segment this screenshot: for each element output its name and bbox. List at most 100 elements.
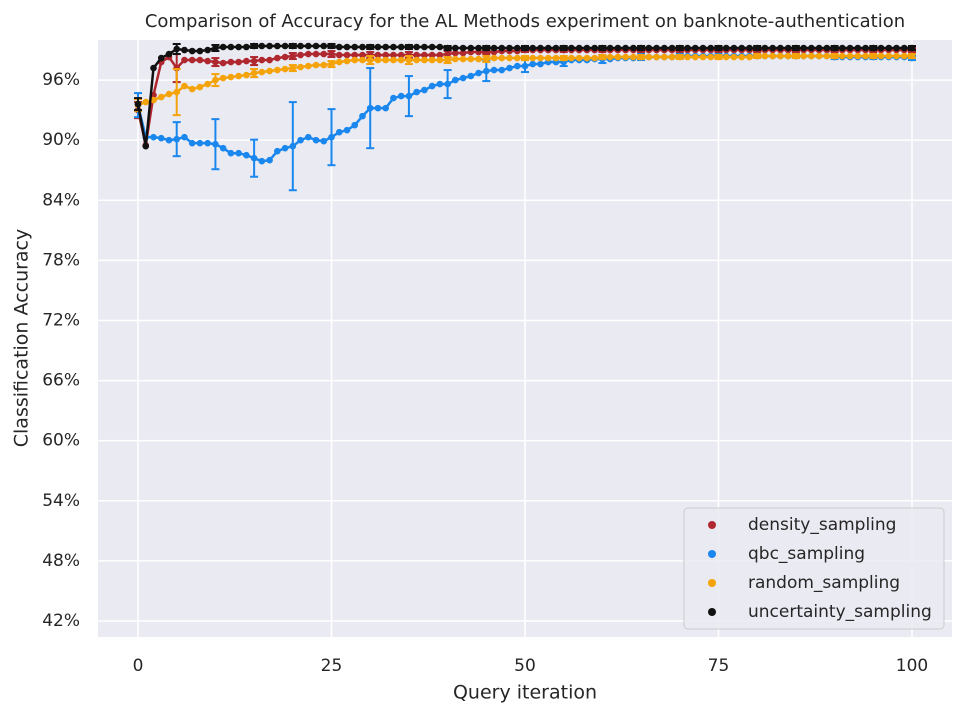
legend-box xyxy=(683,507,945,630)
data-point xyxy=(289,52,297,60)
data-point xyxy=(304,133,312,141)
data-point xyxy=(885,44,893,52)
data-point xyxy=(506,44,513,52)
y-axis-label: Classification Accuracy xyxy=(11,229,33,448)
data-point xyxy=(444,44,451,52)
data-point xyxy=(490,44,498,52)
data-point xyxy=(862,44,869,52)
x-tick-label: 100 xyxy=(896,656,928,676)
data-point xyxy=(436,80,444,88)
data-point xyxy=(212,140,219,148)
data-point xyxy=(467,44,475,52)
data-point xyxy=(428,82,436,90)
data-point xyxy=(707,44,715,52)
data-point xyxy=(761,44,769,52)
y-tick-label: 54% xyxy=(42,491,80,511)
data-point xyxy=(212,58,219,66)
data-point xyxy=(668,53,676,61)
data-point xyxy=(568,54,575,62)
data-point xyxy=(753,52,761,60)
data-point xyxy=(676,53,684,61)
data-point xyxy=(157,93,165,101)
data-point xyxy=(235,72,242,80)
data-point xyxy=(630,44,637,52)
data-point xyxy=(498,66,506,74)
data-point xyxy=(142,142,150,150)
data-point xyxy=(142,98,150,106)
data-point xyxy=(274,42,281,50)
data-point xyxy=(266,156,273,164)
data-point xyxy=(908,52,916,60)
data-point xyxy=(452,44,459,52)
data-point xyxy=(784,44,792,52)
data-point xyxy=(343,126,351,134)
data-point xyxy=(444,80,451,88)
data-point xyxy=(150,64,157,72)
y-tick-label: 60% xyxy=(42,431,80,451)
legend-marker xyxy=(708,579,716,587)
data-point xyxy=(537,54,544,62)
legend-label: qbc_sampling xyxy=(748,544,865,564)
data-point xyxy=(328,133,335,141)
data-point xyxy=(243,71,250,79)
data-point xyxy=(661,44,668,52)
data-point xyxy=(428,51,436,59)
data-point xyxy=(738,44,746,52)
data-point xyxy=(274,147,281,155)
data-point xyxy=(366,104,374,112)
data-point xyxy=(173,135,181,143)
data-point xyxy=(366,43,374,51)
data-point xyxy=(622,44,629,52)
data-point xyxy=(730,53,738,61)
data-point xyxy=(390,51,397,59)
data-point xyxy=(746,44,753,52)
data-point xyxy=(382,43,389,51)
data-point xyxy=(204,46,211,54)
data-point xyxy=(645,53,653,61)
chart-title: Comparison of Accuracy for the AL Method… xyxy=(145,11,905,32)
data-point xyxy=(328,50,335,58)
data-point xyxy=(854,52,862,60)
data-point xyxy=(862,52,869,60)
data-point xyxy=(839,52,846,60)
data-point xyxy=(320,61,328,69)
data-point xyxy=(475,55,482,63)
data-point xyxy=(157,134,165,142)
data-point xyxy=(436,51,444,59)
data-point xyxy=(289,42,297,50)
data-point xyxy=(808,44,815,52)
data-point xyxy=(753,44,761,52)
data-point xyxy=(227,58,235,66)
y-tick-label: 72% xyxy=(42,310,80,330)
data-point xyxy=(250,42,258,50)
data-point xyxy=(366,56,374,64)
data-point xyxy=(165,90,173,98)
legend-marker xyxy=(708,521,716,529)
data-point xyxy=(382,56,389,64)
data-point xyxy=(219,43,227,51)
data-point xyxy=(707,53,715,61)
legend-marker xyxy=(708,550,716,558)
data-point xyxy=(421,86,428,94)
data-point xyxy=(382,51,389,59)
data-point xyxy=(537,60,544,68)
data-point xyxy=(900,44,908,52)
y-tick-label: 66% xyxy=(42,371,80,391)
data-point xyxy=(521,44,529,52)
data-point xyxy=(606,44,614,52)
data-point xyxy=(351,43,359,51)
data-point xyxy=(297,51,304,59)
data-point xyxy=(645,44,653,52)
data-point xyxy=(668,44,676,52)
data-point xyxy=(428,56,436,64)
data-point xyxy=(235,58,242,66)
legend-label: uncertainty_sampling xyxy=(748,602,932,622)
data-point xyxy=(498,54,506,62)
data-point xyxy=(266,67,273,75)
data-point xyxy=(165,136,173,144)
data-point xyxy=(374,43,382,51)
data-point xyxy=(490,66,498,74)
data-point xyxy=(243,57,250,65)
data-point xyxy=(413,51,420,59)
data-point xyxy=(243,43,250,51)
